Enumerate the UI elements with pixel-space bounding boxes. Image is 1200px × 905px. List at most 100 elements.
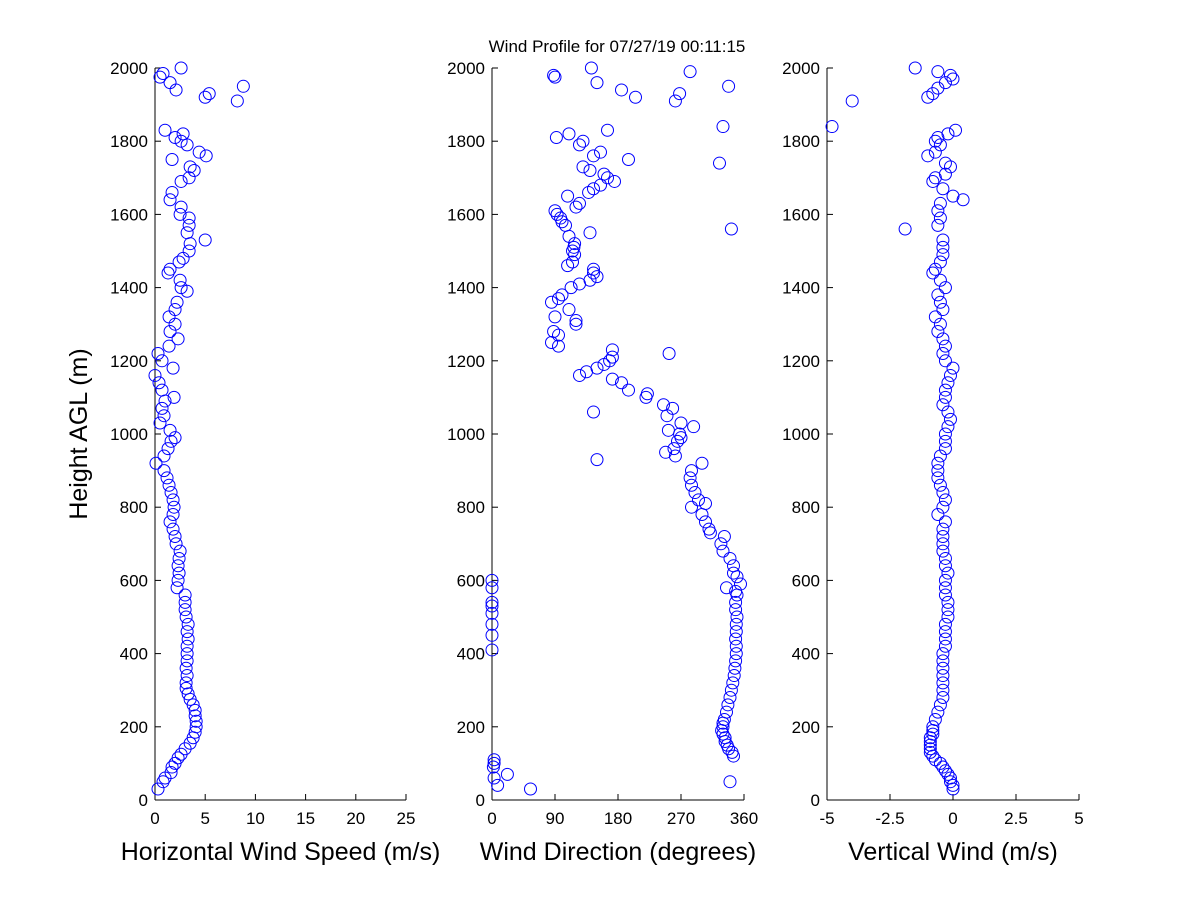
data-point [931,705,945,719]
data-point [938,427,952,441]
x-tick-label: 90 [546,809,565,828]
data-point [590,453,604,467]
data-point [550,207,564,221]
panel-1: 0 200 400 600 800 1000 1200 1400 1600 1800 2000 0 5 1… [110,59,440,866]
panel-2: 0 200 400 600 800 1000 1200 1400 1600 1800 2000 0 90… [447,59,758,866]
data-point [941,376,955,390]
y-tick-label: 1000 [782,425,820,444]
data-point [729,625,743,639]
data-point [171,332,185,346]
data-point [936,544,950,558]
data-point [714,537,728,551]
data-point [938,515,952,529]
data-point [157,464,171,478]
data-point [938,156,952,170]
data-point [173,207,187,221]
data-point [587,149,600,163]
data-point [485,573,499,587]
data-point [936,398,950,412]
data-point [590,361,604,375]
data-point [149,456,163,470]
data-point [171,751,185,765]
data-point [148,368,162,382]
data-point [713,156,726,170]
y-tick-label: 2000 [782,59,820,78]
data-point [182,171,196,185]
data-point [179,661,193,675]
data-point [180,625,194,639]
y-tick-label: 600 [792,571,820,590]
data-point [673,427,687,441]
data-point [938,573,952,587]
data-point [936,346,950,360]
data-point [562,127,576,141]
data-point [548,70,562,84]
y-tick-label: 1600 [447,205,485,224]
data-point [943,68,957,82]
data-point [938,76,952,90]
data-point [170,295,184,309]
data-point [188,725,202,739]
data-point [171,559,185,573]
data-point [936,522,950,536]
data-point [933,317,947,331]
data-point [500,767,514,781]
data-point [941,127,955,141]
data-point [161,442,175,456]
x-tick-label: 25 [397,809,416,828]
data-point [928,134,942,148]
data-point [187,163,201,177]
data-point [524,782,537,796]
data-point [938,764,952,778]
y-tick-label: 1000 [447,425,485,444]
data-point [545,336,558,349]
chart-title: Wind Profile for 07/27/19 00:11:15 [489,37,746,56]
y-tick-label: 1000 [110,425,148,444]
data-point [724,222,738,236]
data-point [487,771,501,785]
data-point [702,522,716,536]
y-tick-label: 1200 [782,352,820,371]
data-point [605,372,619,386]
data-point [936,669,950,683]
data-point [673,87,687,101]
data-point [718,731,732,745]
data-point [485,595,499,609]
data-point [485,581,499,595]
data-point [569,200,583,214]
data-point [938,434,952,448]
data-point [699,515,712,529]
data-point [727,566,740,580]
data-point [938,354,952,368]
data-point [729,617,743,631]
data-point [157,449,171,463]
data-point [555,288,569,302]
data-point [946,361,960,375]
data-point [695,508,709,522]
data-point [170,581,184,595]
data-point [685,464,698,478]
data-point [491,778,505,792]
data-point [729,647,743,661]
data-point [230,94,244,108]
data-point [941,595,955,609]
data-point [169,83,183,97]
data-point [163,76,177,90]
data-point [936,676,950,690]
data-point [727,669,741,683]
data-point [547,68,561,82]
data-point [936,233,950,247]
data-point [931,471,945,485]
data-point [605,343,619,357]
data-point [685,478,698,492]
data-point [180,654,194,668]
data-point [926,266,940,280]
data-point [163,193,177,207]
data-point [181,632,195,646]
data-point [936,248,950,262]
data-point [163,325,177,339]
data-point [151,346,165,360]
data-point [933,478,947,492]
data-point [198,233,212,247]
x-tick-label: 5 [200,809,209,828]
